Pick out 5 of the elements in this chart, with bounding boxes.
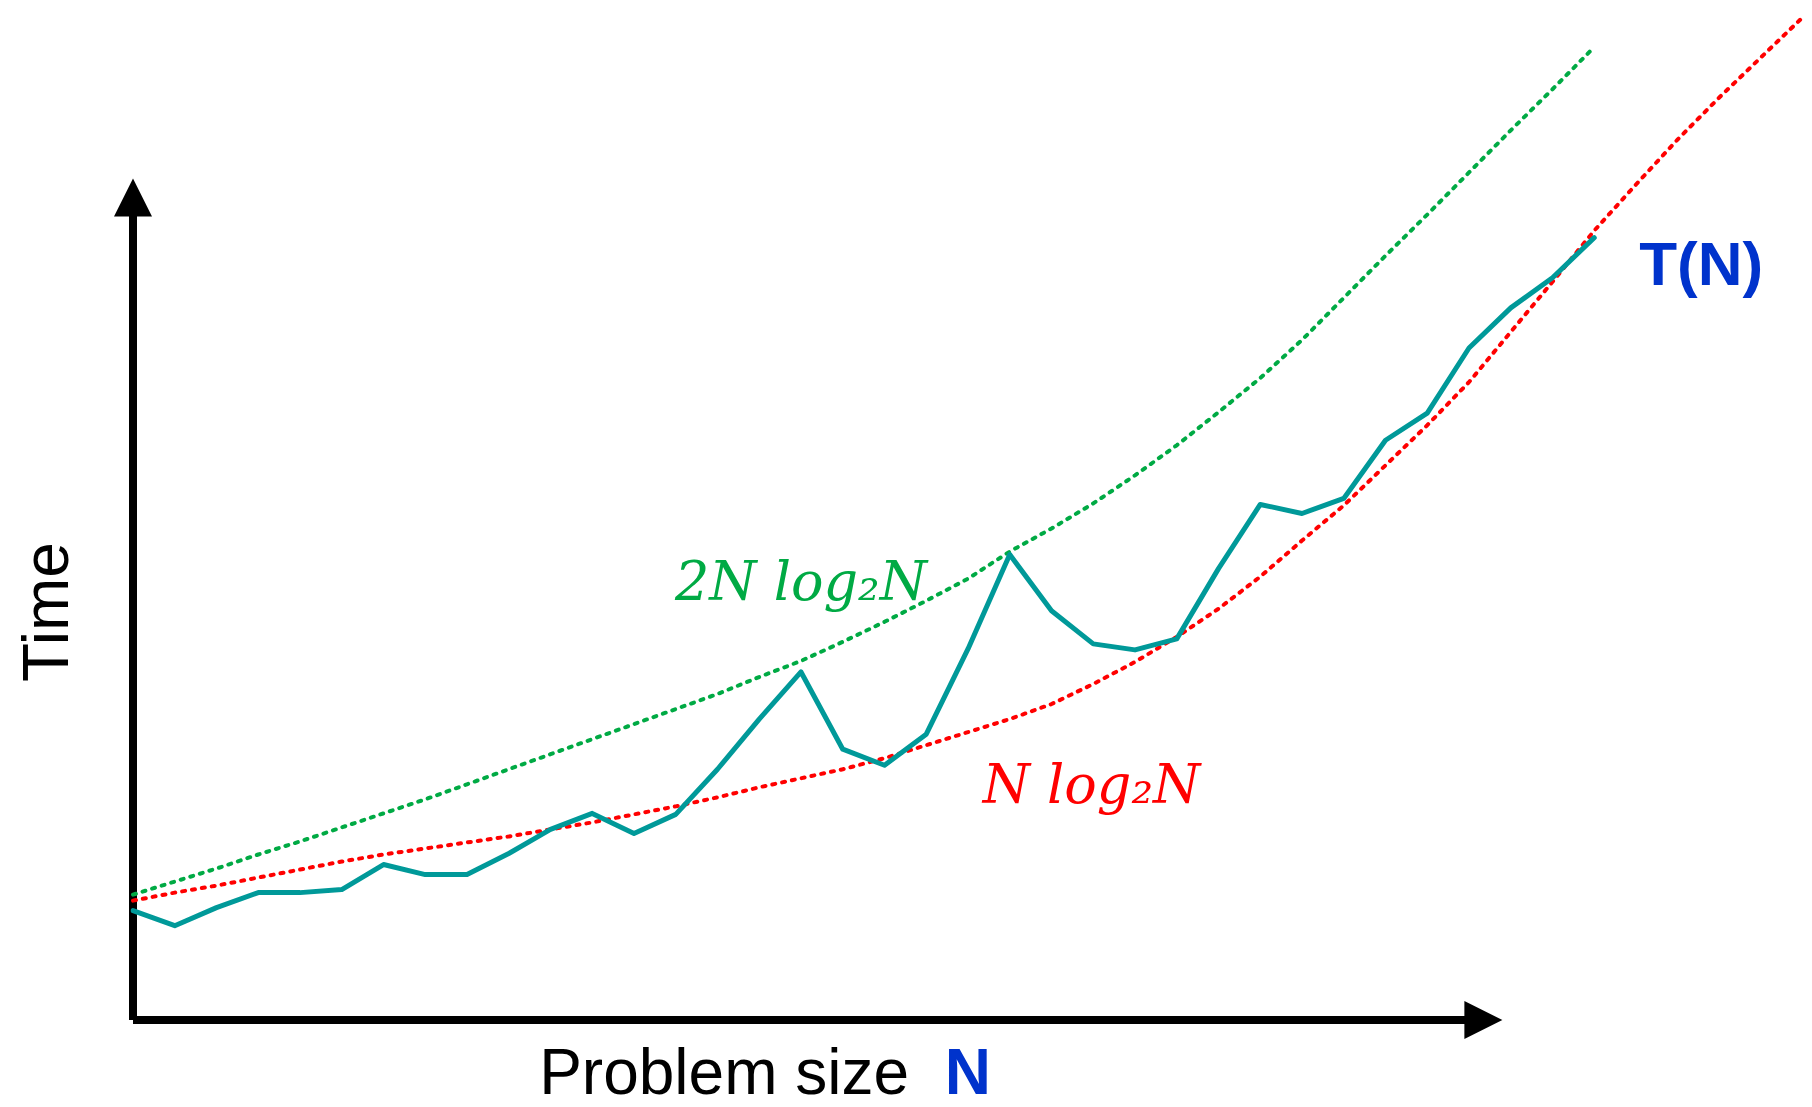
y-axis-title: Time: [10, 542, 82, 682]
x-axis-title: Problem size N: [538, 1036, 992, 1107]
series-label: T(N): [1639, 228, 1764, 298]
series-label: N log₂N: [980, 753, 1203, 817]
series-label: 2N log₂N: [673, 549, 929, 613]
